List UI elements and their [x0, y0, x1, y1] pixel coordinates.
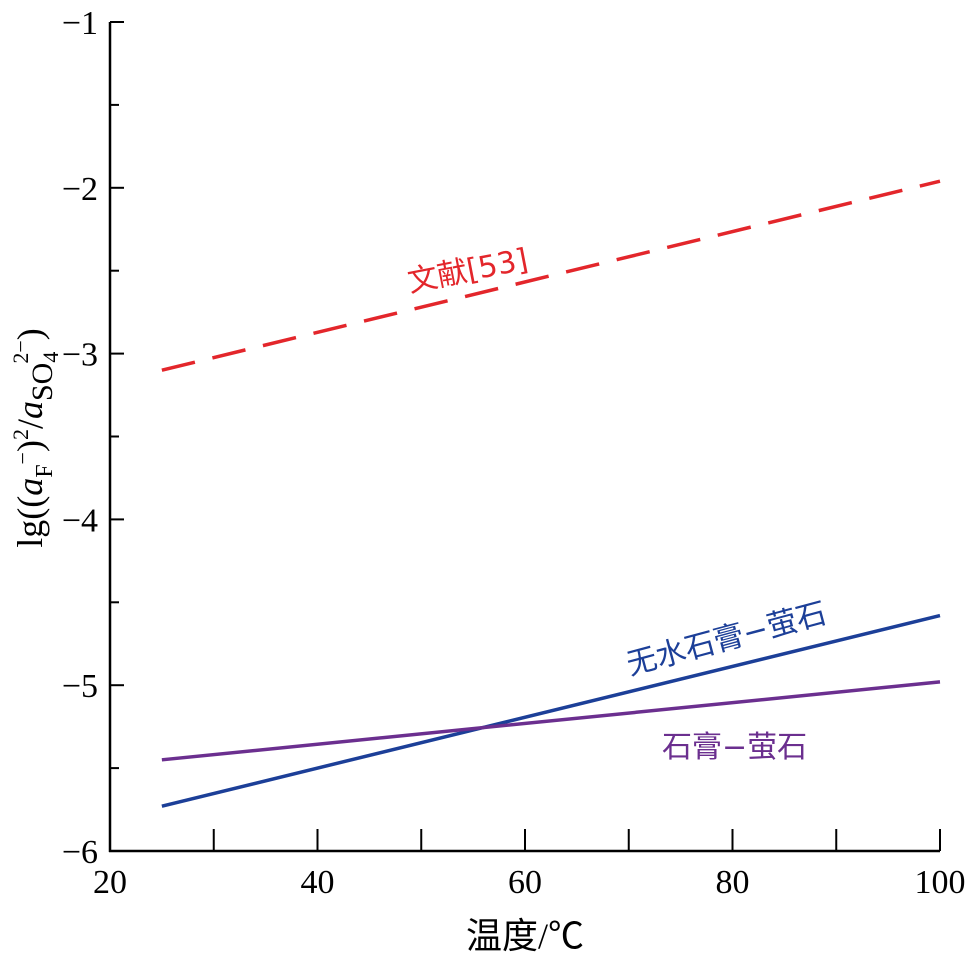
x-tick-label: 60: [508, 864, 542, 901]
series-line-0: [161, 179, 941, 372]
x-tick-label: 80: [716, 864, 750, 901]
x-axis-title: 温度/℃: [466, 916, 584, 956]
annotation-anhydrite-fluorite: 无水石膏−萤石: [623, 596, 830, 683]
y-tick-label: −5: [62, 668, 98, 705]
axes: −6 −5 −4 −3 −2 −1 20 40 60 80 100: [62, 5, 966, 901]
series-line-2: [161, 680, 941, 762]
annotations: 文献[53] 无水石膏−萤石 石膏−萤石: [405, 242, 830, 765]
y-tick-label: −4: [62, 502, 98, 539]
y-tick-label: −2: [62, 171, 98, 208]
annotation-gypsum-fluorite: 石膏−萤石: [662, 730, 807, 765]
series-line-1: [161, 613, 941, 808]
y-tick-label: −3: [62, 337, 98, 374]
x-tick-label: 40: [301, 864, 335, 901]
y-axis-title: lg((aF−)2/aSO42−): [8, 328, 63, 548]
x-tick-label: 20: [93, 864, 127, 901]
y-tick-label: −1: [62, 5, 98, 42]
series-layer: [161, 179, 941, 808]
annotation-ref53: 文献[53]: [405, 242, 531, 300]
x-tick-label: 100: [915, 864, 966, 901]
y-tick-label: −6: [62, 834, 98, 871]
